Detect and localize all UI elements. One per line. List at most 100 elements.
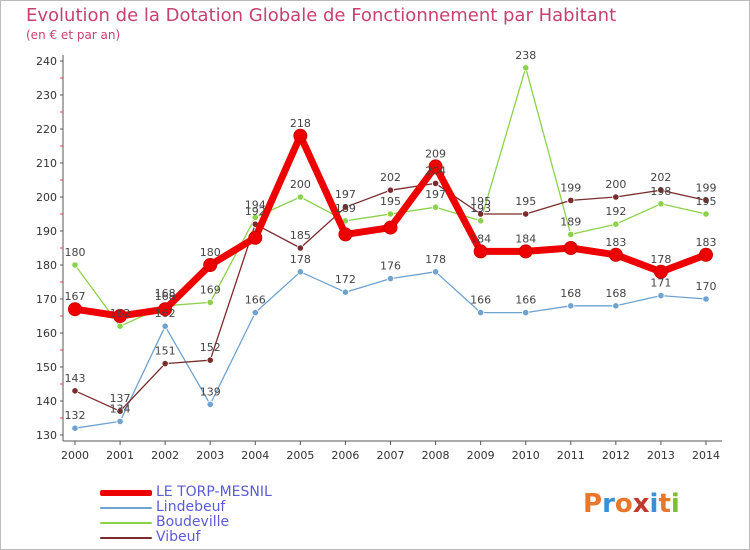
data-point — [431, 268, 440, 276]
x-tick-label: 2009 — [467, 449, 495, 462]
data-point — [702, 210, 710, 218]
data-label: 192 — [605, 205, 626, 218]
data-point — [477, 217, 485, 225]
data-label: 168 — [155, 287, 176, 300]
y-tick-label: 180 — [36, 259, 57, 272]
data-label: 202 — [380, 171, 401, 184]
data-label: 132 — [65, 409, 86, 422]
y-tick-label: 170 — [36, 293, 57, 306]
data-label: 209 — [425, 147, 446, 160]
data-label: 178 — [650, 253, 671, 266]
data-point — [477, 210, 485, 218]
data-point — [68, 302, 82, 317]
y-tick-label: 230 — [36, 89, 57, 102]
data-point — [71, 387, 79, 395]
data-label: 151 — [155, 345, 176, 358]
data-point — [203, 258, 218, 272]
data-point — [567, 230, 575, 238]
line-chart: 130 140 150 160 170 180 190 200 210 220 230 240 2000… — [36, 49, 722, 462]
data-point — [161, 322, 169, 330]
data-point — [71, 424, 79, 432]
data-label: 137 — [110, 392, 131, 405]
data-point — [293, 128, 308, 143]
data-label: 168 — [605, 287, 626, 300]
data-point — [206, 400, 214, 408]
data-label: 195 — [470, 195, 491, 208]
logo-letter: x — [632, 489, 650, 519]
data-point — [296, 268, 304, 276]
data-point — [296, 193, 304, 201]
data-label: 183 — [696, 236, 717, 249]
x-tick-label: 2006 — [331, 449, 359, 462]
data-point — [657, 200, 665, 208]
x-tick-label: 2000 — [61, 449, 89, 462]
logo-letter: t — [658, 489, 671, 519]
data-label: 184 — [470, 232, 491, 245]
data-label: 192 — [245, 205, 266, 218]
legend-item-le-torp-mesnil[interactable]: LE TORP-MESNIL — [100, 484, 340, 500]
data-point — [477, 308, 485, 317]
data-label: 176 — [380, 260, 401, 273]
data-label: 170 — [696, 280, 717, 293]
legend-label: Vibeuf — [156, 529, 201, 545]
data-point — [251, 213, 259, 221]
data-label: 168 — [155, 290, 176, 303]
data-label: 180 — [200, 246, 221, 259]
proxiti-logo: Proxiti — [583, 489, 680, 519]
data-label: 172 — [335, 273, 356, 286]
x-tick-label: 2012 — [602, 449, 630, 462]
data-label: 169 — [200, 283, 221, 296]
data-label: 168 — [560, 287, 581, 300]
data-point — [386, 186, 395, 194]
data-label: 238 — [515, 49, 536, 62]
data-point — [522, 210, 530, 218]
data-label: 162 — [155, 307, 176, 320]
data-point — [567, 302, 575, 310]
data-label: 200 — [290, 178, 311, 191]
data-point — [383, 220, 398, 235]
data-point — [431, 203, 440, 211]
legend-swatch — [100, 537, 152, 539]
data-label: 202 — [650, 171, 671, 184]
chart-title: Evolution de la Dotation Globale de Fonc… — [26, 5, 617, 26]
x-tick-label: 2001 — [106, 449, 134, 462]
data-label: 197 — [425, 188, 446, 201]
data-point — [473, 244, 488, 259]
x-tick-label: 2013 — [647, 449, 675, 462]
data-label: 167 — [65, 290, 86, 303]
data-point — [71, 261, 79, 269]
data-point — [518, 244, 533, 259]
data-label: 180 — [65, 246, 86, 259]
data-point — [296, 244, 304, 252]
legend-swatch — [100, 522, 152, 524]
data-label: 195 — [515, 195, 536, 208]
x-tick-label: 2002 — [151, 449, 179, 462]
data-point — [702, 196, 710, 204]
y-tick-label: 240 — [36, 55, 57, 68]
data-label: 198 — [650, 185, 671, 198]
legend-item-boudeville[interactable]: Boudeville — [100, 514, 340, 530]
y-tick-label: 200 — [36, 191, 57, 204]
x-tick-label: 2011 — [557, 449, 585, 462]
legend-item-lindebeuf[interactable]: Lindebeuf — [100, 499, 340, 515]
data-point — [251, 308, 259, 317]
data-label: 162 — [110, 307, 131, 320]
data-label: 134 — [110, 402, 131, 415]
data-point — [206, 298, 214, 306]
data-point — [699, 247, 713, 262]
data-label: 183 — [605, 236, 626, 249]
legend-label: Boudeville — [156, 514, 230, 530]
data-label: 204 — [425, 164, 446, 177]
data-label: 194 — [245, 198, 266, 211]
data-point — [702, 295, 710, 303]
data-point — [522, 308, 530, 317]
data-label: 152 — [200, 341, 221, 354]
data-label: 189 — [335, 202, 356, 215]
data-label: 166 — [470, 294, 491, 307]
data-label: 184 — [515, 232, 536, 245]
data-point — [248, 230, 263, 245]
legend-item-vibeuf[interactable]: Vibeuf — [100, 529, 340, 545]
data-point — [563, 241, 578, 255]
data-label: 166 — [515, 294, 536, 307]
